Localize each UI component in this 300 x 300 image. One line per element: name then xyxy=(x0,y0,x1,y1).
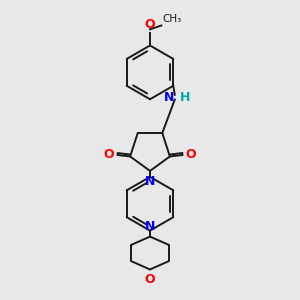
Text: O: O xyxy=(145,18,155,31)
Text: H: H xyxy=(180,91,190,103)
Text: O: O xyxy=(104,148,114,161)
Text: N: N xyxy=(164,91,174,103)
Text: O: O xyxy=(145,273,155,286)
Text: CH₃: CH₃ xyxy=(163,14,182,24)
Text: N: N xyxy=(145,175,155,188)
Text: O: O xyxy=(186,148,196,161)
Text: N: N xyxy=(145,220,155,233)
